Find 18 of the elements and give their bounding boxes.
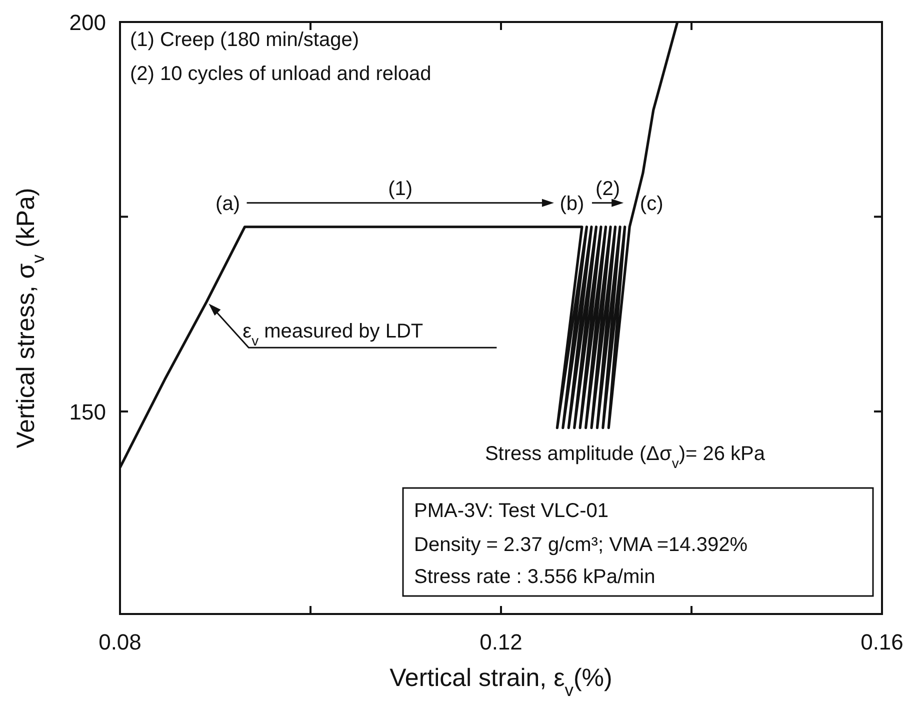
x-axis-title: Vertical strain, ε$_{v}$(%) [390, 664, 612, 700]
annotation: (1) Creep (180 min/stage) [130, 29, 359, 51]
annotation: PMA-3V: Test VLC-01 [414, 500, 609, 522]
annotation: Stress rate : 3.556 kPa/min [414, 566, 656, 588]
annotation: Density = 2.37 g/cm³; VMA =14.392% [414, 534, 748, 556]
x-tick-label: 0.16 [860, 630, 904, 655]
annotation: (b) [560, 192, 584, 215]
y-tick-label: 150 [69, 399, 106, 424]
y-tick-label: 200 [69, 10, 106, 35]
annotation: Stress amplitude (Δσ$_{v}$)= 26 kPa [484, 443, 766, 471]
annotation: (2) [596, 178, 620, 200]
annotation: (a) [216, 192, 240, 215]
annotation: (2) 10 cycles of unload and reload [130, 63, 432, 85]
x-tick-label: 0.08 [98, 630, 142, 655]
x-tick-label: 0.12 [480, 630, 522, 655]
annotation: ε$_{v}$ measured by LDT [242, 320, 424, 349]
annotation: (1) [388, 178, 413, 200]
annotation: (c) [640, 192, 664, 215]
